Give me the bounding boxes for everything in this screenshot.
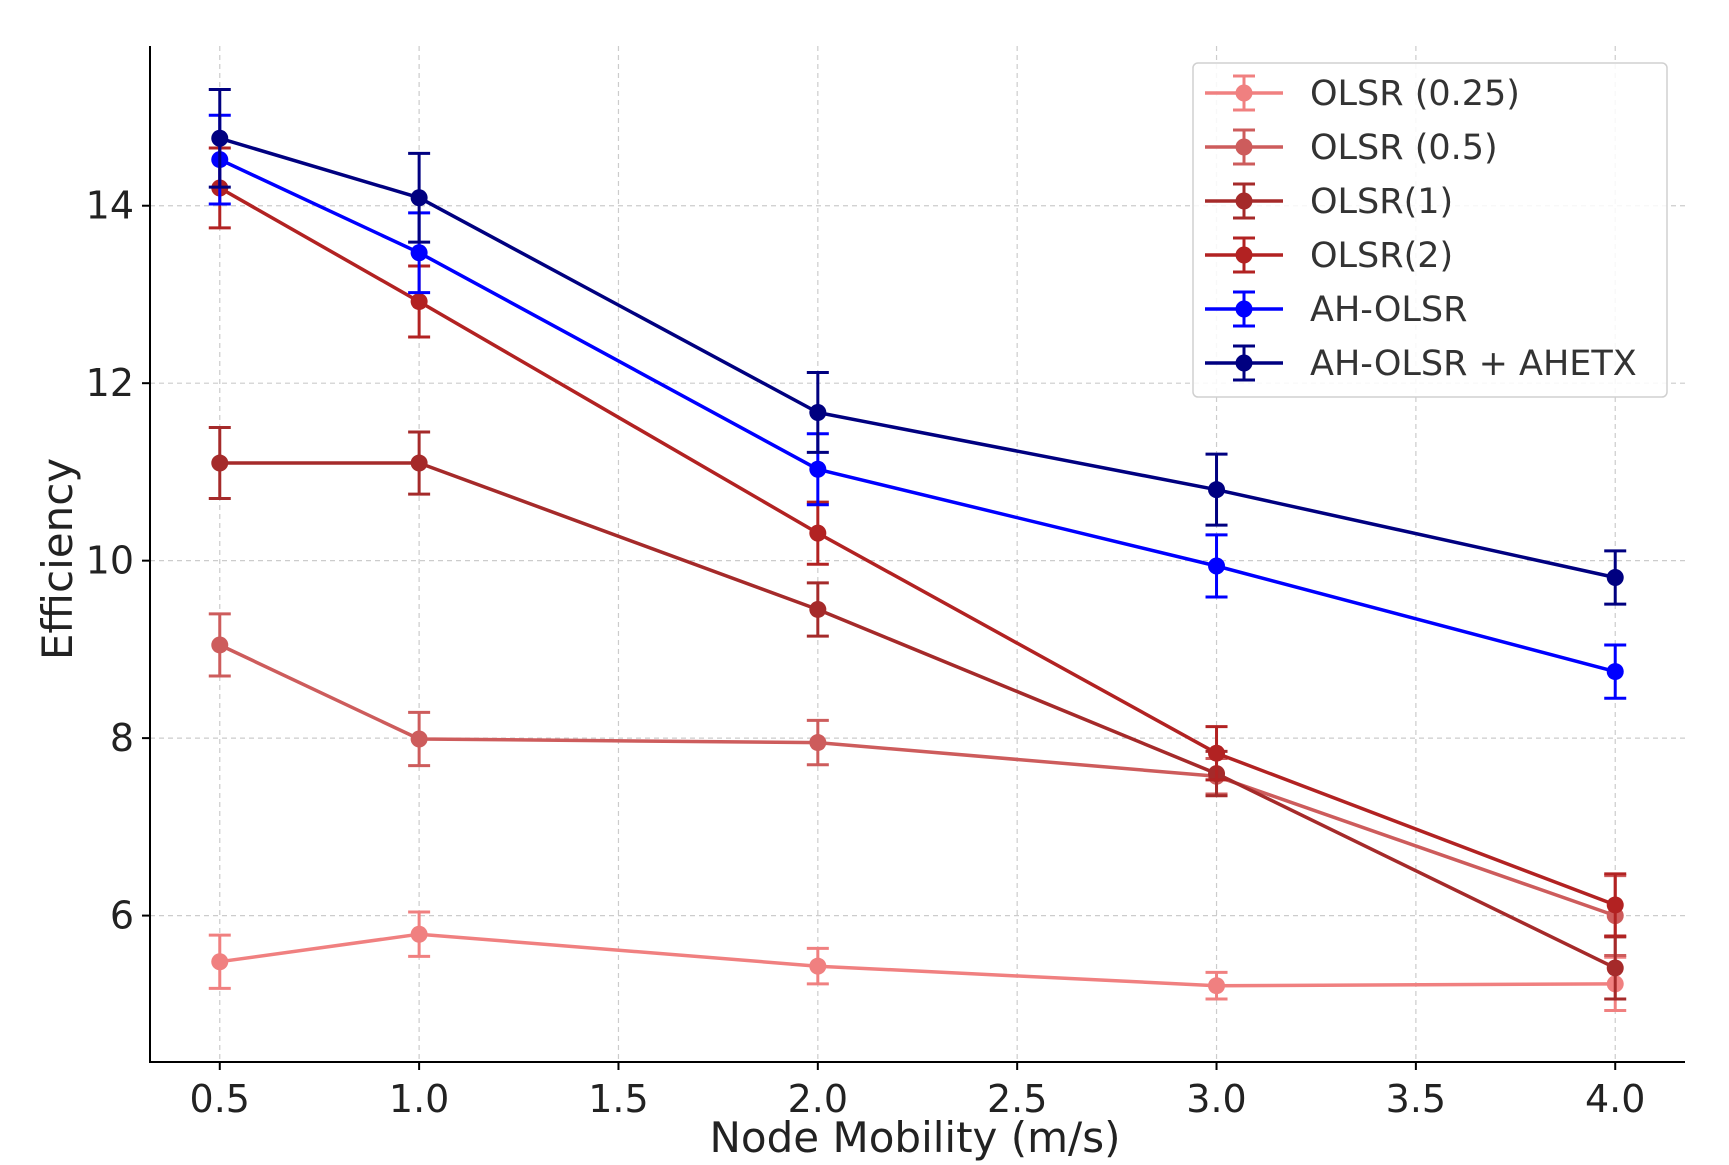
x-axis-label: Node Mobility (m/s) [710,1113,1121,1162]
data-point [1208,744,1226,762]
y-tick-label: 14 [86,184,134,228]
data-point [410,244,428,262]
axis-spines [149,46,1685,1063]
legend-label: OLSR (0.25) [1310,74,1520,114]
data-point [1606,959,1624,977]
legend-marker [1235,246,1253,264]
legend-item: OLSR(1) [1205,182,1453,222]
legend-item: OLSR (0.25) [1205,74,1520,114]
series-layer [208,87,1627,1013]
tick-labels: 0.5 1.0 1.5 2.0 2.5 3.0 3.5 4.0 6 8 10 12 14 [86,184,1646,1121]
legend-label: AH-OLSR [1310,290,1467,330]
data-point [410,730,428,748]
data-point [1208,481,1226,499]
legend-box [1192,62,1668,398]
data-point [1208,977,1226,995]
data-point [410,925,428,943]
data-point [1606,569,1624,587]
legend-item: AH-OLSR + AHETX [1205,344,1637,384]
data-point [809,524,827,542]
data-point [809,734,827,752]
legend-label: OLSR (0.5) [1310,128,1498,168]
data-point [410,189,428,207]
y-tick-label: 6 [110,894,134,938]
y-tick-label: 10 [86,539,134,583]
x-tick-label: 4.0 [1585,1077,1645,1121]
legend-marker [1235,300,1253,318]
data-point [1606,663,1624,681]
legend-item: OLSR (0.5) [1205,128,1498,168]
data-point [211,953,229,971]
axes [142,46,1685,1070]
y-axis-label: Efficiency [33,458,82,660]
data-point [809,957,827,975]
legend-marker [1235,354,1253,372]
series-ah-olsr-ahetx [208,87,1627,606]
legend-label: OLSR(1) [1310,182,1453,222]
y-tick-label: 8 [110,716,134,760]
data-point [211,636,229,654]
legend-marker [1235,138,1253,156]
legend-item: AH-OLSR [1205,290,1467,330]
legend-marker [1235,192,1253,210]
y-tick-label: 12 [86,361,134,405]
data-point [1208,557,1226,575]
data-point [211,454,229,472]
x-tick-label: 3.5 [1386,1077,1446,1121]
legend-label: AH-OLSR + AHETX [1310,344,1637,384]
x-tick-label: 1.5 [588,1077,648,1121]
x-tick-label: 0.5 [190,1077,250,1121]
data-point [410,293,428,311]
data-point [809,460,827,478]
data-point [211,129,229,147]
data-point [1606,896,1624,914]
x-tick-label: 2.0 [788,1077,848,1121]
x-tick-label: 1.0 [389,1077,449,1121]
data-point [809,403,827,421]
legend-marker [1235,84,1253,102]
x-tick-label: 2.5 [987,1077,1047,1121]
x-tick-label: 3.0 [1186,1077,1246,1121]
series-olsr-0-25 [208,910,1627,1013]
data-point [809,600,827,618]
legend-label: OLSR(2) [1310,236,1453,276]
legend-item: OLSR(2) [1205,236,1453,276]
data-point [410,454,428,472]
legend: OLSR (0.25) OLSR (0.5) OLSR(1) OLSR(2) AH-OL… [1192,62,1668,398]
